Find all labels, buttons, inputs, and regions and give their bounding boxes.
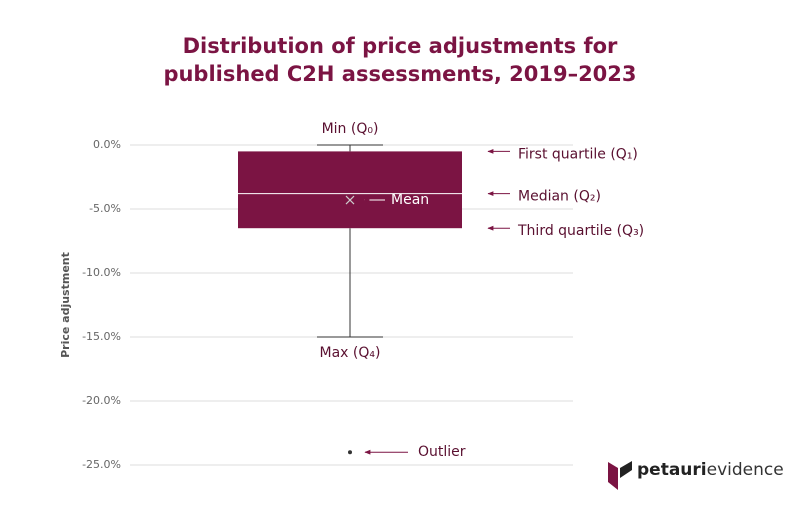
annotation: Outlier — [418, 444, 466, 460]
y-axis-label: Price adjustment — [59, 252, 72, 358]
logo-text: petaurievidence — [637, 460, 784, 480]
logo-bold: petauri — [637, 460, 707, 480]
box — [238, 151, 462, 229]
y-tick-label: -20.0% — [82, 394, 121, 407]
annotation: Mean — [391, 192, 429, 208]
mean-marker — [345, 195, 355, 205]
y-tick-label: -5.0% — [89, 202, 121, 215]
y-tick-label: -15.0% — [82, 330, 121, 343]
annotation: First quartile (Q₁) — [518, 146, 638, 162]
y-tick-label: -10.0% — [82, 266, 121, 279]
chart-title: Distribution of price adjustments for — [183, 34, 618, 58]
outlier — [348, 450, 352, 455]
logo-icon — [620, 461, 632, 478]
y-tick-label: 0.0% — [93, 138, 121, 151]
logo: petaurievidence — [608, 460, 784, 490]
logo-icon — [608, 462, 618, 490]
annotation: Median (Q₂) — [518, 189, 601, 205]
y-tick-label: -25.0% — [82, 458, 121, 471]
logo-light: evidence — [707, 460, 784, 480]
annotation: Max (Q₄) — [320, 345, 381, 361]
annotation: Third quartile (Q₃) — [517, 223, 644, 239]
annotation: Min (Q₀) — [322, 121, 379, 137]
chart-title: published C2H assessments, 2019–2023 — [163, 62, 636, 86]
